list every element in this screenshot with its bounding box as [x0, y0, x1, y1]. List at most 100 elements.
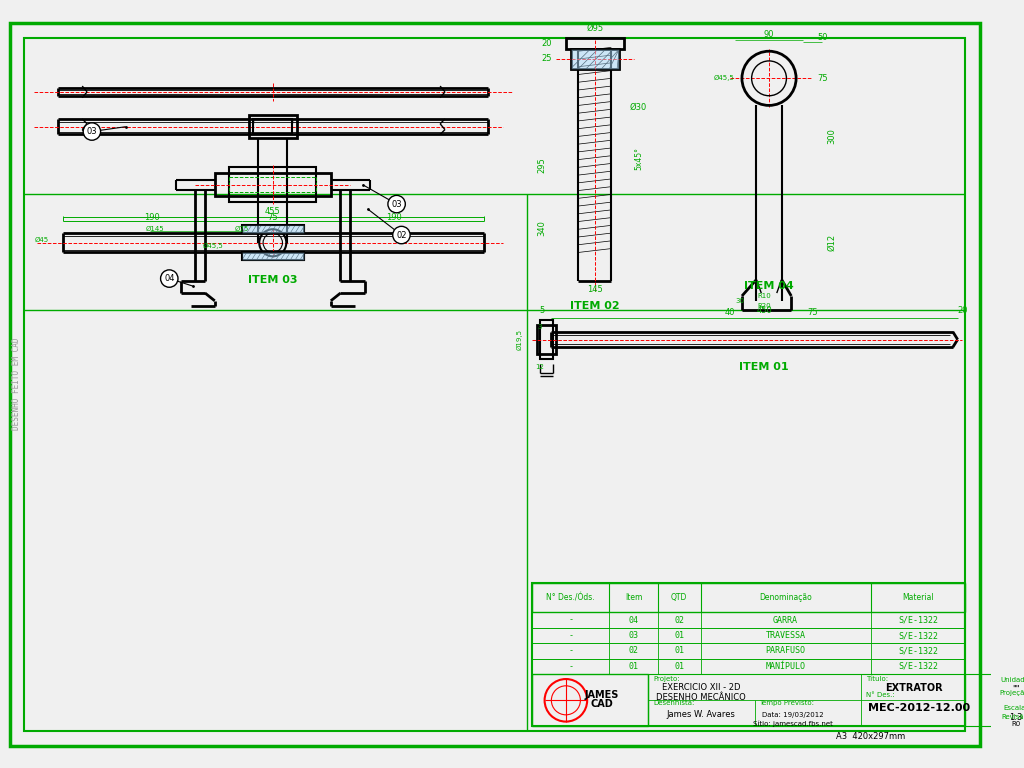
Text: Título:: Título:	[865, 676, 888, 682]
Bar	[249, 115, 297, 138]
Text: 04: 04	[629, 615, 639, 624]
Bar	[648, 674, 966, 727]
Text: 03: 03	[391, 200, 401, 209]
Text: 450: 450	[757, 306, 772, 315]
Bar	[566, 38, 624, 49]
Text: 340: 340	[538, 220, 546, 237]
Bar	[532, 627, 966, 644]
Text: 50: 50	[817, 33, 827, 42]
Text: N° Des./Óds.: N° Des./Óds.	[547, 593, 595, 602]
Bar	[532, 674, 648, 727]
Text: 04: 04	[164, 274, 174, 283]
Text: 190: 190	[144, 214, 160, 222]
Text: ITEM 01: ITEM 01	[739, 362, 790, 372]
Text: Denominação: Denominação	[759, 593, 812, 602]
Text: Desenhista:: Desenhista:	[653, 700, 694, 707]
Text: 25: 25	[542, 55, 552, 64]
Text: 03: 03	[87, 127, 97, 136]
Polygon shape	[570, 49, 620, 68]
Bar	[532, 659, 966, 674]
Text: 30: 30	[735, 298, 744, 304]
Text: ITEM 02: ITEM 02	[570, 300, 620, 310]
Text: Ø75: Ø75	[234, 227, 249, 232]
Text: R10: R10	[758, 293, 771, 299]
Text: 455: 455	[265, 207, 281, 217]
Bar	[229, 167, 316, 202]
Circle shape	[388, 195, 406, 213]
Text: A3  420x297mm: A3 420x297mm	[836, 732, 905, 740]
Text: EXTRATOR: EXTRATOR	[886, 683, 943, 693]
Text: Ø19,5: Ø19,5	[516, 329, 522, 350]
Text: Unidade:: Unidade:	[1000, 677, 1024, 683]
Text: 145: 145	[587, 285, 603, 293]
Bar	[537, 325, 556, 354]
Text: 1:3: 1:3	[1009, 713, 1022, 722]
Text: 75: 75	[817, 74, 827, 83]
Text: "": ""	[1012, 685, 1020, 694]
Text: R20: R20	[758, 303, 771, 309]
Text: Revisão:: Revisão:	[1001, 713, 1024, 720]
Text: 5x45°: 5x45°	[634, 147, 643, 170]
Text: -: -	[568, 647, 573, 655]
Bar	[532, 644, 966, 659]
Text: 03: 03	[629, 631, 639, 640]
Text: QTD: QTD	[671, 593, 687, 602]
Text: S/E-1322: S/E-1322	[898, 615, 938, 624]
Text: ITEM 03: ITEM 03	[248, 274, 298, 284]
Text: 02: 02	[629, 647, 639, 655]
Text: 75: 75	[807, 308, 818, 317]
Text: Sítio: jamescad.fbs.net: Sítio: jamescad.fbs.net	[754, 720, 834, 727]
Text: 190: 190	[386, 214, 401, 222]
Text: 20: 20	[542, 39, 552, 48]
Bar	[242, 225, 304, 233]
Text: Item: Item	[625, 593, 642, 602]
Circle shape	[161, 270, 178, 287]
Text: 01: 01	[629, 662, 639, 671]
Text: DESENHO MECÂNICO: DESENHO MECÂNICO	[656, 693, 746, 702]
Text: Tempo Previsto:: Tempo Previsto:	[760, 700, 814, 707]
Text: 20: 20	[957, 306, 968, 315]
Text: R0: R0	[1011, 721, 1020, 727]
Text: Ø12: Ø12	[827, 234, 837, 251]
Text: Ø45: Ø45	[35, 237, 49, 243]
Text: EXERCICIO XII - 2D: EXERCICIO XII - 2D	[663, 684, 740, 692]
Bar	[215, 173, 331, 197]
Text: Projeção:: Projeção:	[999, 690, 1024, 696]
Text: Ø145: Ø145	[145, 227, 164, 232]
Text: ITEM 04: ITEM 04	[744, 281, 794, 291]
Bar	[532, 583, 966, 612]
Bar	[570, 49, 620, 68]
Text: S/E-1322: S/E-1322	[898, 647, 938, 655]
Text: 5: 5	[539, 306, 545, 315]
Text: 02: 02	[396, 230, 407, 240]
Text: Ø45,5: Ø45,5	[203, 243, 223, 249]
Text: GARRA: GARRA	[773, 615, 798, 624]
Text: JAMES: JAMES	[585, 690, 618, 700]
Text: MANÍPULO: MANÍPULO	[766, 662, 806, 671]
Text: Data: 19/03/2012: Data: 19/03/2012	[763, 712, 824, 718]
Text: -: -	[568, 615, 573, 624]
Bar	[540, 320, 553, 359]
Text: S/E-1322: S/E-1322	[898, 662, 938, 671]
Polygon shape	[242, 225, 304, 233]
Bar	[532, 612, 966, 627]
Bar	[532, 583, 966, 727]
Text: James W. Avares: James W. Avares	[667, 710, 736, 720]
Text: PARAFUSO: PARAFUSO	[766, 647, 806, 655]
Text: -: -	[568, 631, 573, 640]
Text: 01: 01	[674, 662, 684, 671]
Text: 3: 3	[538, 324, 542, 330]
Text: S/E-1322: S/E-1322	[898, 631, 938, 640]
Text: 01: 01	[674, 647, 684, 655]
Text: MEC-2012-12.00: MEC-2012-12.00	[868, 703, 970, 713]
Text: TRAVESSA: TRAVESSA	[766, 631, 806, 640]
Text: Escala:: Escala:	[1004, 705, 1024, 711]
Text: Projeto:: Projeto:	[653, 676, 680, 682]
Bar	[253, 119, 292, 134]
Bar	[966, 674, 1024, 727]
Text: Ø45,5: Ø45,5	[713, 75, 734, 81]
Text: 12: 12	[536, 363, 544, 369]
Text: 75: 75	[267, 214, 279, 222]
Text: Ø95: Ø95	[587, 24, 603, 32]
Text: N° Des.:: N° Des.:	[865, 693, 895, 698]
